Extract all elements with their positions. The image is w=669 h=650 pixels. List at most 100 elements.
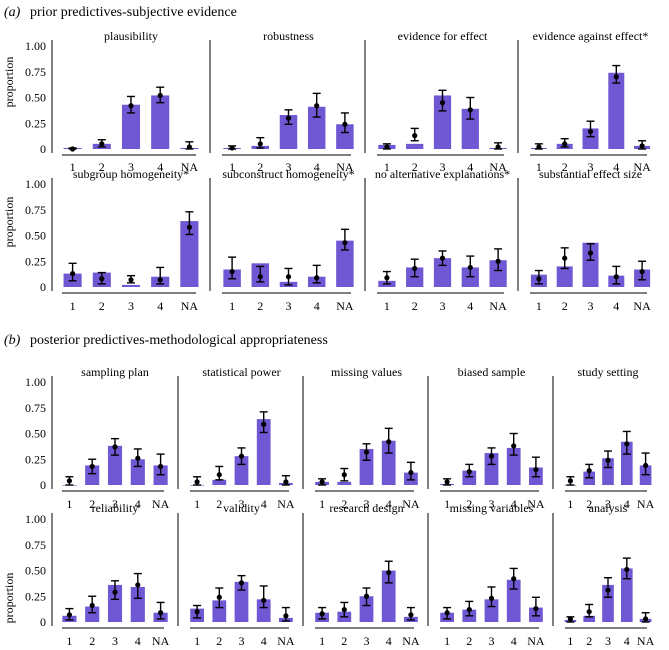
x-tick-label: NA <box>637 497 655 511</box>
x-tick-label: 3 <box>239 634 245 648</box>
data-point <box>158 610 164 616</box>
bar <box>506 579 521 622</box>
y-tick-label: 0.75 <box>25 401 46 415</box>
x-tick-label: 4 <box>157 160 163 174</box>
data-point <box>624 441 630 447</box>
bar <box>336 240 354 287</box>
bar <box>234 456 249 485</box>
x-tick-label: 4 <box>261 497 267 511</box>
x-tick-label: 1 <box>444 497 450 511</box>
x-tick-label: 2 <box>562 160 568 174</box>
data-point <box>285 115 292 121</box>
subplot-title: biased sample <box>458 365 526 379</box>
x-tick-label: 3 <box>588 160 594 174</box>
bar <box>85 606 100 622</box>
bar <box>121 104 141 149</box>
data-point <box>216 594 222 600</box>
data-point <box>386 569 392 576</box>
data-point <box>586 467 592 474</box>
subplot-title: research design <box>329 501 403 515</box>
y-tick-label: 0.25 <box>25 589 46 603</box>
x-tick-label: 2 <box>89 497 95 511</box>
data-point <box>257 274 263 280</box>
data-point <box>639 268 645 275</box>
x-tick-label: NA <box>489 160 507 174</box>
y-tick-label: 0 <box>40 478 46 492</box>
bar <box>130 459 145 485</box>
x-tick-label: 2 <box>586 497 592 511</box>
x-tick-label: 1 <box>229 160 235 174</box>
data-point <box>194 479 200 485</box>
x-tick-label: NA <box>277 634 295 648</box>
x-tick-label: 1 <box>536 299 542 313</box>
panel-b-title: posterior predictives-methodological app… <box>30 333 328 348</box>
x-tick-label: 4 <box>135 497 141 511</box>
data-point <box>533 466 539 473</box>
data-point <box>341 607 347 613</box>
data-point <box>511 443 517 449</box>
subplot-title: subconstruct homogeneity* <box>222 167 354 181</box>
bar <box>462 470 477 485</box>
x-tick-label: NA <box>489 299 507 313</box>
x-tick-label: 4 <box>511 634 517 648</box>
bar <box>506 447 521 485</box>
panel-a-label: (a) <box>4 5 21 20</box>
y-tick-label: 0.50 <box>25 564 46 578</box>
subplot-title: study setting <box>577 365 638 379</box>
bar <box>620 568 633 622</box>
y-tick-label: 0.75 <box>25 65 46 79</box>
subplot-title: validity <box>223 501 260 515</box>
subplot-title: substantial effect size <box>539 167 642 181</box>
data-point <box>257 141 263 147</box>
panel-a-title: prior predictives-subjective evidence <box>30 5 237 20</box>
y-tick-label: 0 <box>40 280 46 294</box>
data-point <box>186 144 192 150</box>
x-tick-label: 3 <box>440 160 446 174</box>
x-tick-label: 4 <box>511 497 517 511</box>
data-point <box>261 597 267 603</box>
data-point <box>283 479 289 485</box>
y-tick-label: 1.00 <box>25 177 46 191</box>
x-tick-label: 2 <box>466 497 472 511</box>
subplot-title: no alternative explanations* <box>375 167 510 181</box>
x-tick-label: 4 <box>613 299 619 313</box>
bar <box>583 615 596 622</box>
x-tick-label: 1 <box>567 497 573 511</box>
data-point <box>567 616 574 622</box>
data-point <box>444 610 450 616</box>
x-tick-label: 3 <box>489 634 495 648</box>
data-point <box>605 587 611 593</box>
data-point <box>158 463 164 470</box>
data-point <box>466 469 472 475</box>
y-tick-label: 1.00 <box>25 375 46 389</box>
x-tick-label: NA <box>336 160 354 174</box>
x-tick-label: 4 <box>157 299 163 313</box>
bar <box>620 441 633 485</box>
data-point <box>639 143 645 149</box>
bar <box>151 95 170 149</box>
bar <box>484 453 499 485</box>
data-point <box>99 141 105 147</box>
bar <box>433 95 452 149</box>
data-point <box>567 478 574 484</box>
data-point <box>384 275 390 281</box>
bar <box>582 128 599 149</box>
y-tick-label: 0.50 <box>25 91 46 105</box>
subplot-title: plausibility <box>104 29 158 43</box>
data-point <box>319 479 325 485</box>
data-point <box>70 271 76 277</box>
y-axis-label: proportion <box>2 57 16 108</box>
data-point <box>386 439 392 445</box>
x-tick-label: 1 <box>536 160 542 174</box>
data-point <box>533 606 539 612</box>
subplot-title: missing variables <box>450 501 534 515</box>
data-point <box>342 240 348 246</box>
data-point <box>314 275 320 281</box>
subplot-title: reliability <box>92 501 139 515</box>
bar <box>307 106 326 149</box>
data-point <box>613 274 619 280</box>
data-point <box>536 276 542 282</box>
data-point <box>643 616 649 622</box>
x-tick-label: 4 <box>386 497 392 511</box>
